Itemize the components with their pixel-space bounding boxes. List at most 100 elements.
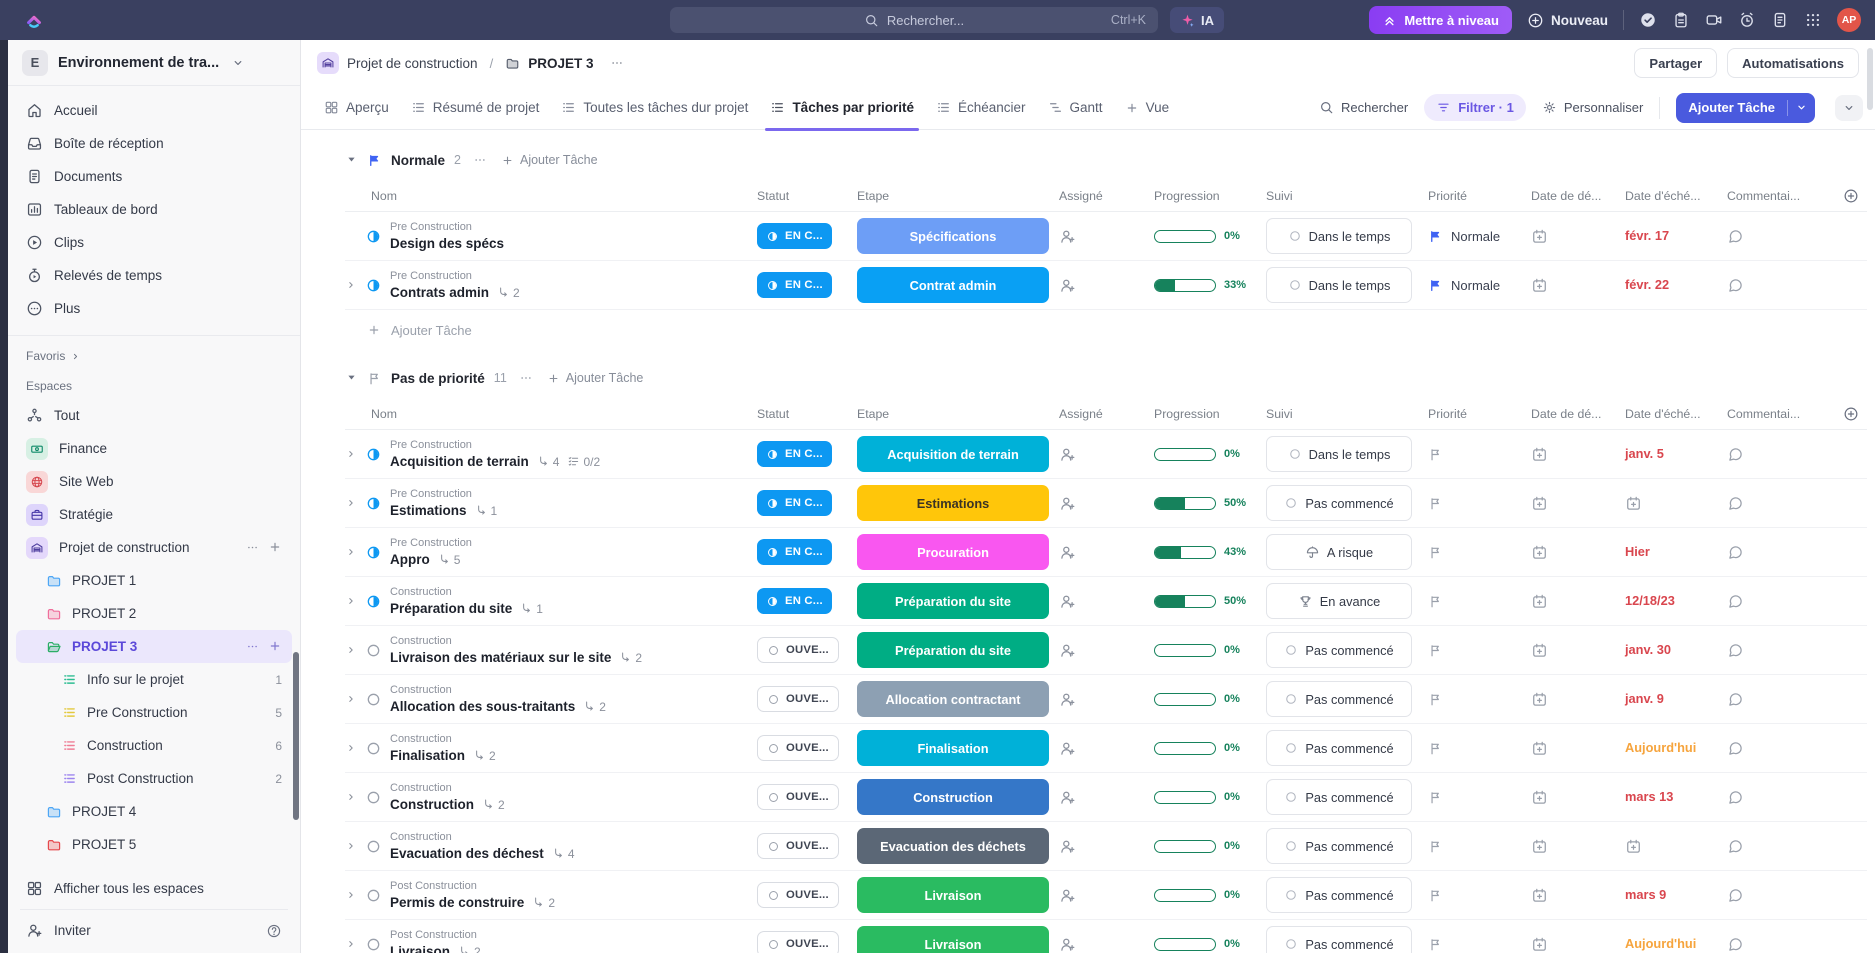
suivi-cell[interactable]: Pas commencé bbox=[1266, 485, 1412, 521]
stage-badge[interactable]: Acquisition de terrain bbox=[857, 436, 1049, 472]
task-status-icon[interactable] bbox=[365, 593, 382, 610]
comment-icon[interactable] bbox=[1727, 642, 1823, 659]
task-name[interactable]: Evacuation des déchest bbox=[390, 846, 544, 861]
start-date-icon[interactable] bbox=[1531, 228, 1625, 245]
sidebar-item-documents[interactable]: Documents bbox=[16, 160, 292, 193]
sidebar-scrollbar[interactable] bbox=[293, 652, 299, 820]
stage-badge[interactable]: Evacuation des déchets bbox=[857, 828, 1049, 864]
workspace-switcher[interactable]: E Environnement de tra... bbox=[8, 40, 300, 86]
start-date-icon[interactable] bbox=[1531, 642, 1625, 659]
task-row[interactable]: Construction Livraison des matériaux sur … bbox=[345, 626, 1867, 675]
task-status-icon[interactable] bbox=[365, 446, 382, 463]
stage-badge[interactable]: Préparation du site bbox=[857, 583, 1049, 619]
breadcrumb-list[interactable]: PROJET 3 bbox=[528, 55, 594, 71]
assignee-add-icon[interactable] bbox=[1059, 691, 1154, 708]
space-strategie[interactable]: Stratégie bbox=[16, 498, 292, 531]
add-view-button[interactable]: Vue bbox=[1114, 86, 1181, 130]
start-date-icon[interactable] bbox=[1531, 838, 1625, 855]
suivi-cell[interactable]: Pas commencé bbox=[1266, 779, 1412, 815]
task-status-icon[interactable] bbox=[365, 642, 382, 659]
expand-icon[interactable] bbox=[345, 644, 357, 656]
space-projet-de-construction[interactable]: Projet de construction bbox=[16, 531, 292, 564]
automations-button[interactable]: Automatisations bbox=[1727, 48, 1859, 78]
due-date[interactable]: janv. 5 bbox=[1625, 446, 1664, 461]
user-avatar[interactable]: AP bbox=[1837, 8, 1861, 32]
stage-badge[interactable]: Préparation du site bbox=[857, 632, 1049, 668]
column-header[interactable]: Assigné bbox=[1059, 406, 1103, 421]
stage-badge[interactable]: Construction bbox=[857, 779, 1049, 815]
status-badge[interactable]: OUVE... bbox=[757, 686, 839, 712]
comment-icon[interactable] bbox=[1727, 495, 1823, 512]
group-menu-icon[interactable] bbox=[472, 152, 488, 168]
column-header[interactable]: Nom bbox=[371, 188, 397, 203]
expand-icon[interactable] bbox=[345, 497, 357, 509]
task-status-icon[interactable] bbox=[365, 495, 382, 512]
assignee-add-icon[interactable] bbox=[1059, 887, 1154, 904]
priority-cell[interactable] bbox=[1428, 790, 1531, 805]
assignee-add-icon[interactable] bbox=[1059, 838, 1154, 855]
group-collapse-icon[interactable] bbox=[345, 151, 358, 169]
stage-badge[interactable]: Allocation contractant bbox=[857, 681, 1049, 717]
suivi-cell[interactable]: A risque bbox=[1266, 534, 1412, 570]
task-row[interactable]: Post Construction Permis de construire 2 OU… bbox=[345, 871, 1867, 920]
assignee-add-icon[interactable] bbox=[1059, 642, 1154, 659]
expand-icon[interactable] bbox=[345, 595, 357, 607]
column-header[interactable]: Assigné bbox=[1059, 188, 1103, 203]
suivi-cell[interactable]: Pas commencé bbox=[1266, 877, 1412, 913]
task-name[interactable]: Permis de construire bbox=[390, 895, 525, 910]
start-date-icon[interactable] bbox=[1531, 887, 1625, 904]
add-task-button[interactable]: Ajouter Tâche bbox=[1676, 92, 1815, 123]
task-row[interactable]: Construction Préparation du site 1 EN C... P… bbox=[345, 577, 1867, 626]
suivi-cell[interactable]: Dans le temps bbox=[1266, 436, 1412, 472]
folder-projet-1[interactable]: PROJET 1 bbox=[16, 564, 292, 597]
clipboard-icon[interactable] bbox=[1672, 11, 1690, 29]
comment-icon[interactable] bbox=[1727, 544, 1823, 561]
task-status-icon[interactable] bbox=[365, 838, 382, 855]
stage-badge[interactable]: Livraison bbox=[857, 926, 1049, 953]
task-name[interactable]: Allocation des sous-traitants bbox=[390, 699, 576, 714]
expand-icon[interactable] bbox=[345, 742, 357, 754]
assignee-add-icon[interactable] bbox=[1059, 446, 1154, 463]
column-header[interactable]: Etape bbox=[857, 406, 890, 421]
stage-badge[interactable]: Livraison bbox=[857, 877, 1049, 913]
expand-icon[interactable] bbox=[345, 546, 357, 558]
priority-cell[interactable] bbox=[1428, 545, 1531, 560]
start-date-icon[interactable] bbox=[1531, 789, 1625, 806]
list-construction[interactable]: Construction 6 bbox=[16, 729, 292, 762]
suivi-cell[interactable]: En avance bbox=[1266, 583, 1412, 619]
list-post-construction[interactable]: Post Construction 2 bbox=[16, 762, 292, 795]
space-tout[interactable]: Tout bbox=[16, 399, 292, 432]
start-date-icon[interactable] bbox=[1531, 740, 1625, 757]
screen-recorder-icon[interactable] bbox=[1705, 11, 1723, 29]
expand-icon[interactable] bbox=[345, 840, 357, 852]
column-header[interactable]: Progression bbox=[1154, 406, 1220, 421]
tab-aper-u[interactable]: Aperçu bbox=[313, 86, 400, 130]
assignee-add-icon[interactable] bbox=[1059, 789, 1154, 806]
task-row[interactable]: Pre Construction Estimations 1 EN C... Estim… bbox=[345, 479, 1867, 528]
add-task-dropdown[interactable] bbox=[1788, 101, 1815, 114]
status-badge[interactable]: OUVE... bbox=[757, 735, 839, 761]
column-header[interactable]: Commentai... bbox=[1727, 406, 1801, 421]
column-header[interactable]: Priorité bbox=[1428, 406, 1467, 421]
due-date[interactable]: mars 13 bbox=[1625, 789, 1674, 804]
start-date-icon[interactable] bbox=[1531, 544, 1625, 561]
suivi-cell[interactable]: Pas commencé bbox=[1266, 828, 1412, 864]
priority-cell[interactable] bbox=[1428, 839, 1531, 854]
column-header[interactable]: Suivi bbox=[1266, 406, 1293, 421]
column-header[interactable]: Nom bbox=[371, 406, 397, 421]
status-badge[interactable]: EN C... bbox=[757, 490, 832, 516]
sidebar-item-boite-de-reception[interactable]: Boîte de réception bbox=[16, 127, 292, 160]
task-name[interactable]: Appro bbox=[390, 552, 430, 567]
due-date[interactable]: févr. 22 bbox=[1625, 277, 1670, 292]
task-status-icon[interactable] bbox=[365, 887, 382, 904]
task-row[interactable]: Construction Allocation des sous-traitant… bbox=[345, 675, 1867, 724]
add-column-button[interactable] bbox=[1823, 406, 1867, 422]
priority-cell[interactable] bbox=[1428, 692, 1531, 707]
sidebar-item-clips[interactable]: Clips bbox=[16, 226, 292, 259]
main-scrollbar[interactable] bbox=[1867, 48, 1873, 110]
task-row[interactable]: Construction Evacuation des déchest 4 OUVE.… bbox=[345, 822, 1867, 871]
comment-icon[interactable] bbox=[1727, 228, 1823, 245]
breadcrumb-more-icon[interactable] bbox=[609, 55, 625, 71]
apps-grid-icon[interactable] bbox=[1804, 11, 1822, 29]
task-name[interactable]: Livraison bbox=[390, 944, 451, 953]
